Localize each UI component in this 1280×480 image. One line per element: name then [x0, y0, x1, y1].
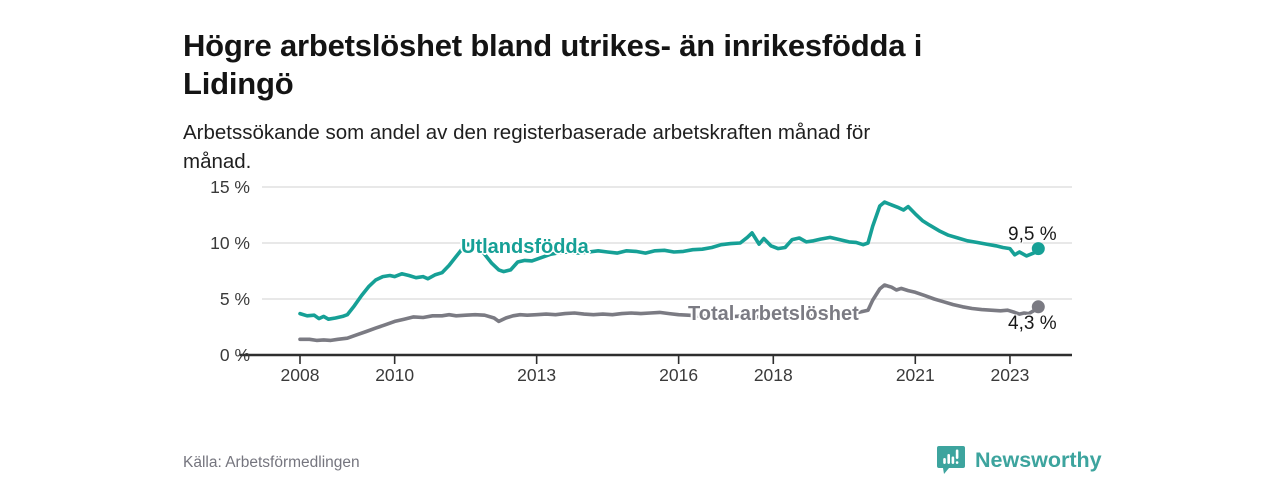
newsworthy-logo[interactable]: Newsworthy [937, 445, 1102, 475]
exclamation-stem [955, 449, 959, 459]
end-dot-utlandsfodda [1031, 242, 1045, 256]
title-line-1: Högre arbetslöshet bland utrikes- än inr… [183, 27, 923, 63]
y-tick-label-10: 10 % [210, 233, 250, 253]
x-tick-label-2021: 2021 [896, 365, 935, 385]
y-tick-label-15: 15 % [210, 177, 250, 197]
subtitle-line-2: månad. [183, 149, 252, 173]
y-tick-label-5: 5 % [220, 289, 250, 309]
bar-short [943, 458, 946, 464]
x-tick-label-2023: 2023 [990, 365, 1029, 385]
end-value-label-total: 4,3 % [1008, 313, 1057, 334]
x-tick-label-2013: 2013 [517, 365, 556, 385]
brand-name: Newsworthy [975, 447, 1102, 472]
x-tick-label-2018: 2018 [754, 365, 793, 385]
subtitle-line-1: Arbetssökande som andel av den registerb… [183, 120, 871, 144]
series-label-total-arbetsloshet: Total arbetslöshet [688, 303, 859, 325]
page-title: Högre arbetslöshet bland utrikes- än inr… [183, 27, 1133, 103]
y-tick-label-0: 0 % [220, 345, 250, 365]
exclamation-dot [955, 461, 959, 464]
series-line-total [298, 283, 1041, 343]
chart-subtitle: Arbetssökande som andel av den registerb… [183, 118, 1063, 176]
series-label-utlandsfodda: Utlandsfödda [461, 236, 589, 258]
title-line-2: Lidingö [183, 65, 294, 101]
series-line-utlandsfodda [298, 200, 1041, 322]
end-dot-total [1031, 300, 1045, 314]
x-tick-label-2010: 2010 [375, 365, 414, 385]
source-note: Källa: Arbetsförmedlingen [183, 454, 360, 471]
bar-medium [951, 456, 955, 464]
x-tick-label-2008: 2008 [281, 365, 320, 385]
speech-bubble-shape [937, 446, 965, 474]
bar-tall [947, 454, 950, 464]
end-value-label-utlandsfodda: 9,5 % [1008, 224, 1057, 245]
newsworthy-icon [937, 446, 965, 474]
x-tick-label-2016: 2016 [659, 365, 698, 385]
